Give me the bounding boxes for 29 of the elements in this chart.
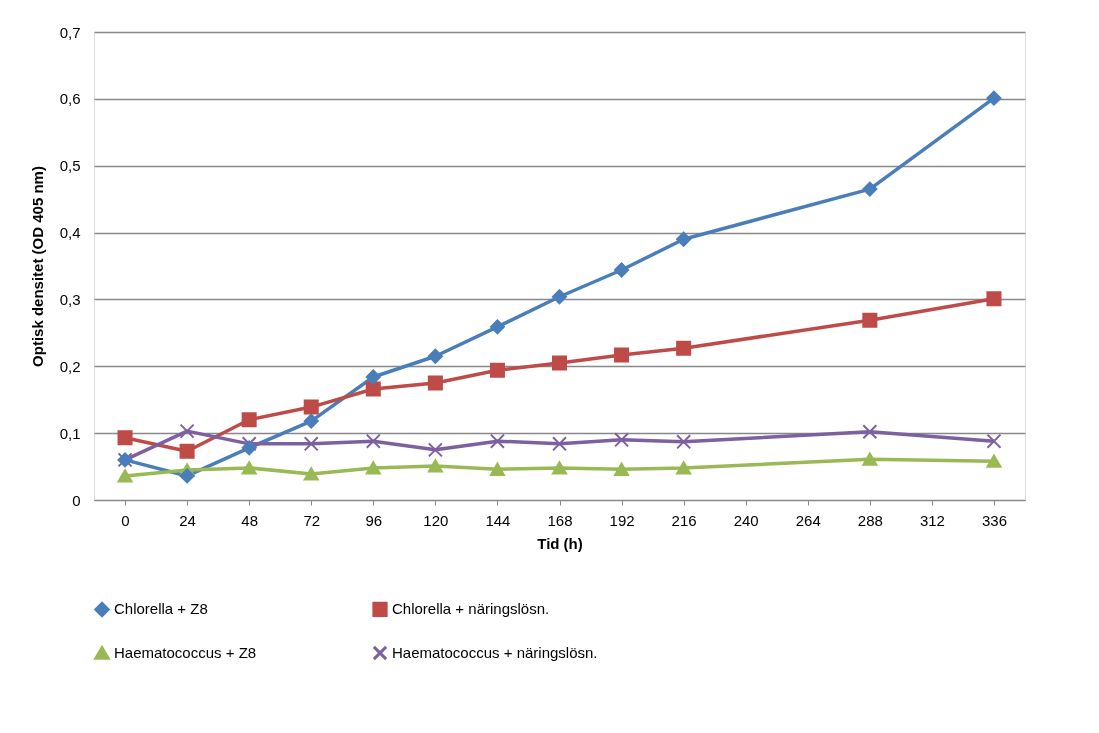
x-tick-label: 24 — [179, 511, 196, 529]
legend-label: Haematococcus + näringslösn. — [392, 644, 598, 661]
x-tick-label: 264 — [795, 511, 821, 529]
y-tick-label: 0,7 — [59, 23, 81, 41]
x-tick-label: 192 — [609, 511, 635, 529]
y-tick-label: 0,2 — [59, 357, 81, 375]
x-axis-title: Tid (h) — [537, 534, 583, 552]
x-tick-label: 168 — [547, 511, 573, 529]
y-axis-title: Optisk densitet (OD 405 nm) — [28, 166, 46, 367]
x-tick-label: 216 — [671, 511, 697, 529]
y-tick-label: 0,1 — [59, 424, 81, 442]
x-tick-label: 48 — [241, 511, 259, 529]
y-tick-label: 0,3 — [59, 290, 81, 308]
x-tick-label: 0 — [121, 511, 130, 529]
y-tick-label: 0 — [72, 491, 81, 509]
y-tick-label: 0,5 — [59, 157, 81, 175]
x-tick-label: 288 — [857, 511, 883, 529]
x-tick-label: 144 — [485, 511, 511, 529]
x-tick-label: 240 — [733, 511, 759, 529]
y-tick-label: 0,4 — [59, 224, 81, 242]
x-tick-label: 96 — [365, 511, 383, 529]
legend-label: Haematococcus + Z8 — [114, 644, 257, 661]
x-tick-label: 72 — [303, 511, 321, 529]
legend-label: Chlorella + Z8 — [114, 600, 208, 618]
x-tick-label: 312 — [919, 511, 945, 529]
x-tick-label: 336 — [981, 511, 1007, 529]
y-tick-label: 0,6 — [59, 90, 81, 108]
x-tick-label: 120 — [423, 511, 449, 529]
legend-label: Chlorella + näringslösn. — [392, 600, 550, 618]
